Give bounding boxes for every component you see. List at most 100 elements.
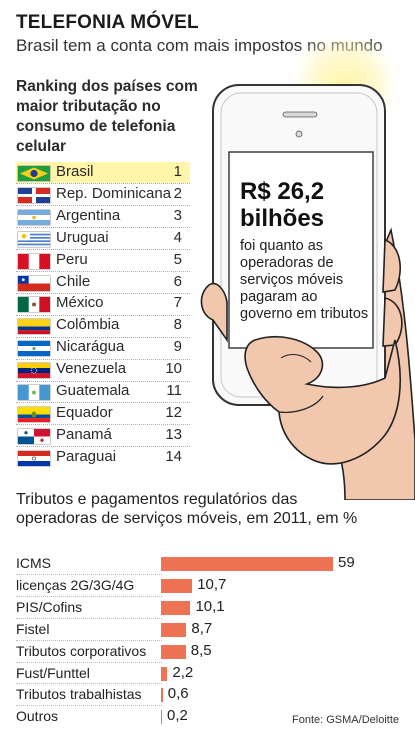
bar-divider xyxy=(16,595,162,597)
bar xyxy=(161,622,187,637)
bar xyxy=(161,557,333,571)
bar-category-label: Tributos trabalhistas xyxy=(16,686,142,703)
ranking-position: 6 xyxy=(173,272,182,290)
bar xyxy=(161,666,168,681)
ranking-row: Equador 12 xyxy=(16,403,190,424)
ranking-country: Panamá xyxy=(56,425,112,443)
bar-category-label: Tributos corporativos xyxy=(16,642,147,659)
ranking-divider xyxy=(16,446,190,448)
bar-value-label: 8,5 xyxy=(190,641,212,659)
bar-divider xyxy=(16,639,162,641)
bar-category-label: Fust/Funttel xyxy=(16,664,90,681)
ranking-row: Colômbia 8 xyxy=(16,315,190,336)
ranking-divider xyxy=(16,424,190,426)
ranking-divider xyxy=(16,358,190,360)
bar-value-label: 10,1 xyxy=(195,597,225,615)
bar-divider xyxy=(16,705,162,707)
ranking-position: 13 xyxy=(165,425,182,443)
bar-value-label: 8,7 xyxy=(191,619,213,637)
smartphone-in-hand-icon xyxy=(200,40,415,500)
ranking-country: Nicarágua xyxy=(56,338,125,356)
ranking-country: Chile xyxy=(56,272,91,290)
ranking-position: 10 xyxy=(165,360,182,378)
ranking-country: Paraguai xyxy=(56,447,117,465)
ranking-divider xyxy=(16,227,190,229)
ranking-position: 14 xyxy=(165,447,182,465)
ranking-country: México xyxy=(56,294,104,312)
ranking-country: Brasil xyxy=(56,163,94,180)
ranking-row: Uruguai 4 xyxy=(16,228,190,249)
paraguay-flag-icon xyxy=(18,450,50,466)
argentina-flag-icon xyxy=(18,209,50,225)
ranking-row: Venezuela 10 xyxy=(16,359,190,380)
tax-total-description: foi quanto as operadoras de serviços móv… xyxy=(240,238,369,322)
ranking-position: 3 xyxy=(173,206,182,224)
ranking-row: Guatemala 11 xyxy=(16,381,190,402)
bar-category-label: PIS/Cofins xyxy=(16,598,83,615)
infographic-title: TELEFONIA MÓVEL xyxy=(16,12,199,33)
ranking-country: Venezuela xyxy=(56,360,127,378)
bar xyxy=(161,644,186,659)
ranking-country: Peru xyxy=(56,250,88,268)
ranking-row: México 7 xyxy=(16,293,190,314)
ranking-position: 5 xyxy=(173,250,182,268)
ranking-position: 8 xyxy=(173,316,182,334)
ranking-position: 1 xyxy=(173,163,182,180)
bar xyxy=(161,600,191,615)
ranking-divider xyxy=(16,205,190,207)
ranking-divider xyxy=(16,292,190,294)
ranking-row: Rep. Dominicana 2 xyxy=(16,184,190,205)
bar xyxy=(161,578,193,593)
ranking-row: Peru 5 xyxy=(16,250,190,271)
ranking-country: Uruguai xyxy=(56,228,109,246)
ranking-divider xyxy=(16,183,190,185)
chile-flag-icon xyxy=(18,275,50,291)
colombia-flag-icon xyxy=(18,319,50,335)
bar-value-label: 2,2 xyxy=(172,663,194,681)
peru-flag-icon xyxy=(18,253,50,269)
ranking-country: Colômbia xyxy=(56,316,120,334)
bar-value-label: 0,6 xyxy=(167,685,189,703)
ranking-row: Argentina 3 xyxy=(16,206,190,227)
ranking-divider xyxy=(16,336,190,338)
bar-value-label: 10,7 xyxy=(197,575,227,593)
ranking-divider xyxy=(16,271,190,272)
bar-divider xyxy=(16,573,162,575)
ranking-country: Guatemala xyxy=(56,382,130,399)
chart-source: Fonte: GSMA/Deloitte xyxy=(292,714,399,726)
ranking-divider xyxy=(16,314,190,316)
ranking-position: 12 xyxy=(165,403,182,421)
bar-category-label: Fistel xyxy=(16,620,50,637)
panama-flag-icon xyxy=(18,428,50,444)
ranking-position: 11 xyxy=(166,382,182,399)
ranking-row: Brasil 1 xyxy=(16,162,190,183)
guatemala-flag-icon xyxy=(18,385,50,400)
ranking-position: 7 xyxy=(173,294,182,312)
ranking-divider xyxy=(16,402,190,404)
chart-title: Tributos e pagamentos regulatórios das o… xyxy=(16,491,358,527)
bar-value-label: 59 xyxy=(338,554,355,571)
ranking-country: Equador xyxy=(56,403,113,421)
ranking-title: Ranking dos países com maior tributação … xyxy=(16,78,198,155)
ranking-divider xyxy=(16,380,190,382)
tax-total-value: R$ 26,2 bilhões xyxy=(240,178,325,232)
bar xyxy=(161,688,163,703)
ranking-row: Nicarágua 9 xyxy=(16,337,190,358)
bar-value-label: 0,2 xyxy=(167,707,188,725)
ranking-row: Paraguai 14 xyxy=(16,447,190,468)
ranking-position: 2 xyxy=(173,184,182,202)
brazil-flag-icon xyxy=(18,166,50,181)
infographic-subtitle: Brasil tem a conta com mais impostos no … xyxy=(16,36,383,55)
nicaragua-flag-icon xyxy=(18,341,50,357)
ecuador-flag-icon xyxy=(18,406,50,422)
uruguay-flag-icon xyxy=(18,231,50,247)
ranking-country: Argentina xyxy=(56,206,121,224)
ranking-row: Chile 6 xyxy=(16,272,190,293)
bar-divider xyxy=(16,617,162,619)
ranking-country: Rep. Dominicana xyxy=(56,184,172,202)
bar-category-label: ICMS xyxy=(16,555,51,571)
bar-divider xyxy=(16,683,162,685)
ranking-position: 4 xyxy=(173,228,182,246)
bar-category-label: licenças 2G/3G/4G xyxy=(16,576,135,593)
mexico-flag-icon xyxy=(18,297,50,313)
